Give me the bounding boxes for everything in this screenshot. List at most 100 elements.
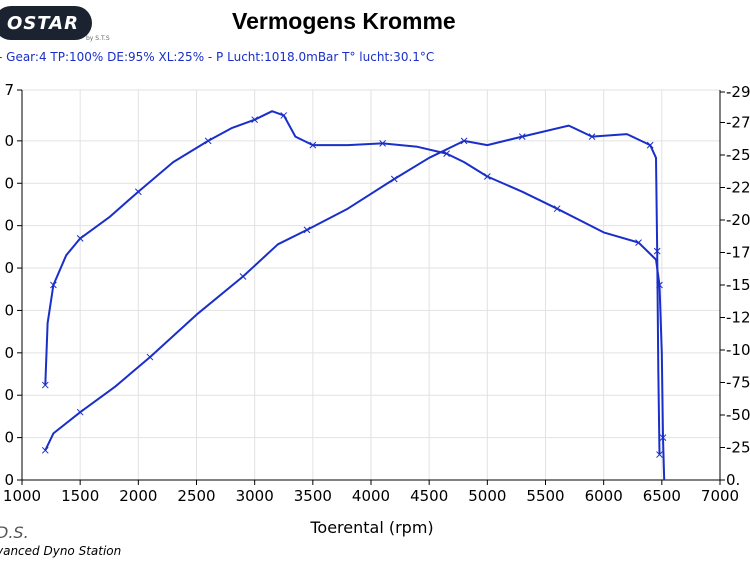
series-1-point: [659, 434, 667, 441]
point-marker-stroke: [379, 140, 386, 147]
series-1-point: [251, 116, 259, 124]
y-right-tick-label: -12: [726, 309, 750, 327]
chart-title: Vermogens Kromme: [232, 8, 456, 34]
point-marker-stroke: [443, 150, 450, 157]
y-right-tick-label: -22: [726, 179, 750, 197]
series-1-point: [280, 112, 288, 119]
series-1-point: [204, 137, 212, 145]
point-marker-stroke: [41, 446, 49, 454]
series-2-point: [146, 353, 154, 361]
point-marker-stroke: [41, 381, 49, 389]
x-tick-label: 5500: [526, 487, 564, 505]
y-left-tick-label: 0: [4, 344, 14, 362]
y-left-tick-label: 0: [4, 429, 14, 447]
point-marker-stroke: [134, 188, 142, 196]
point-marker-stroke: [303, 226, 311, 234]
y-right-tick-label: -17: [726, 244, 750, 262]
logo-subtext: by S.T.S: [86, 35, 110, 42]
point-marker-stroke: [588, 133, 596, 140]
x-tick-label: 7000: [701, 487, 739, 505]
series-2-point: [390, 175, 398, 183]
series-1-point: [41, 381, 49, 389]
point-marker-stroke: [251, 116, 259, 124]
point-marker-stroke: [659, 434, 667, 441]
x-axis-label: Toerental (rpm): [309, 518, 433, 537]
x-tick-label: 2000: [119, 487, 157, 505]
chart-grid: [21, 89, 721, 481]
y-right-axis-ticks: 0. -25 -50 -75 -10 -12 -15 -17 -20 -22 -25 -27 -29: [726, 83, 750, 489]
y-right-tick-label: -25: [726, 146, 750, 164]
x-tick-label: 2500: [177, 487, 215, 505]
y-right-tick-label: -10: [726, 341, 750, 359]
series-1-point: [635, 239, 642, 246]
brand-logo: OSTAR: [0, 6, 92, 40]
series-1-point: [443, 150, 450, 157]
series-line-2: [44, 124, 661, 455]
point-marker-stroke: [656, 451, 663, 458]
x-tick-label: 1500: [61, 487, 99, 505]
x-axis-ticks: 1000 1500 2000 2500 3000 3500 4000 4500 5000 5500…: [3, 487, 739, 505]
y-right-tick-label: -27: [726, 114, 750, 132]
point-marker-stroke: [309, 141, 317, 149]
y-left-axis-ticks: 0 0 0 0 0 0 0 0 0 7: [4, 81, 14, 489]
y-left-tick-label: 0: [4, 259, 14, 277]
y-right-tick-label: -20: [726, 211, 750, 229]
chart-subtitle: - Gear:4 TP:100% DE:95% XL:25% - P Lucht…: [0, 50, 435, 64]
point-marker-stroke: [50, 281, 57, 289]
point-marker-stroke: [204, 137, 212, 145]
y-left-tick-label: 0: [4, 217, 14, 235]
point-marker-stroke: [239, 273, 247, 280]
series-1-point: [76, 235, 84, 242]
point-marker-stroke: [518, 133, 526, 140]
chart-axes: [17, 89, 725, 485]
point-marker-stroke: [390, 175, 398, 183]
series-2-point: [653, 247, 661, 255]
y-right-tick-label: 0.: [726, 471, 740, 489]
point-marker-stroke: [280, 112, 288, 119]
series-2-point: [588, 133, 596, 140]
footer-brand: D.S.: [0, 523, 29, 542]
y-right-tick-label: -15: [726, 276, 750, 294]
series-1-point: [379, 140, 386, 147]
point-marker-stroke: [76, 235, 84, 242]
x-tick-label: 5000: [468, 487, 506, 505]
point-marker-stroke: [460, 137, 468, 145]
series-1-point: [134, 188, 142, 196]
x-tick-label: 6500: [643, 487, 681, 505]
x-tick-label: 1000: [3, 487, 41, 505]
series-2-point: [460, 137, 468, 145]
chart-series: [41, 110, 667, 481]
y-left-tick-label: 7: [4, 81, 14, 99]
series-2-point: [41, 446, 49, 454]
point-marker-stroke: [635, 239, 642, 246]
y-right-tick-label: -25: [726, 439, 750, 457]
y-left-tick-label: 0: [4, 174, 14, 192]
series-1-point: [483, 173, 491, 180]
point-marker-stroke: [646, 141, 654, 149]
y-left-tick-label: 0: [4, 132, 14, 150]
y-left-tick-label: 0: [4, 471, 14, 489]
point-marker-stroke: [146, 353, 154, 361]
series-2-point: [239, 273, 247, 280]
point-marker-stroke: [76, 408, 84, 416]
series-1-point: [50, 281, 57, 289]
series-2-point: [518, 133, 526, 140]
y-right-tick-label: -29: [726, 83, 750, 101]
x-tick-label: 6000: [585, 487, 623, 505]
y-left-tick-label: 0: [4, 301, 14, 319]
y-right-tick-label: -50: [726, 406, 750, 424]
point-marker-stroke: [653, 247, 661, 255]
x-tick-label: 3500: [294, 487, 332, 505]
series-2-point: [76, 408, 84, 416]
logo-text: OSTAR: [7, 12, 79, 34]
x-tick-label: 3000: [236, 487, 274, 505]
series-2-point: [656, 451, 663, 458]
footer-tagline: vanced Dyno Station: [0, 544, 122, 558]
point-marker-stroke: [553, 205, 561, 213]
series-2-point: [303, 226, 311, 234]
x-tick-label: 4500: [410, 487, 448, 505]
x-tick-label: 4000: [352, 487, 390, 505]
point-marker-stroke: [483, 173, 491, 180]
y-left-tick-label: 0: [4, 386, 14, 404]
